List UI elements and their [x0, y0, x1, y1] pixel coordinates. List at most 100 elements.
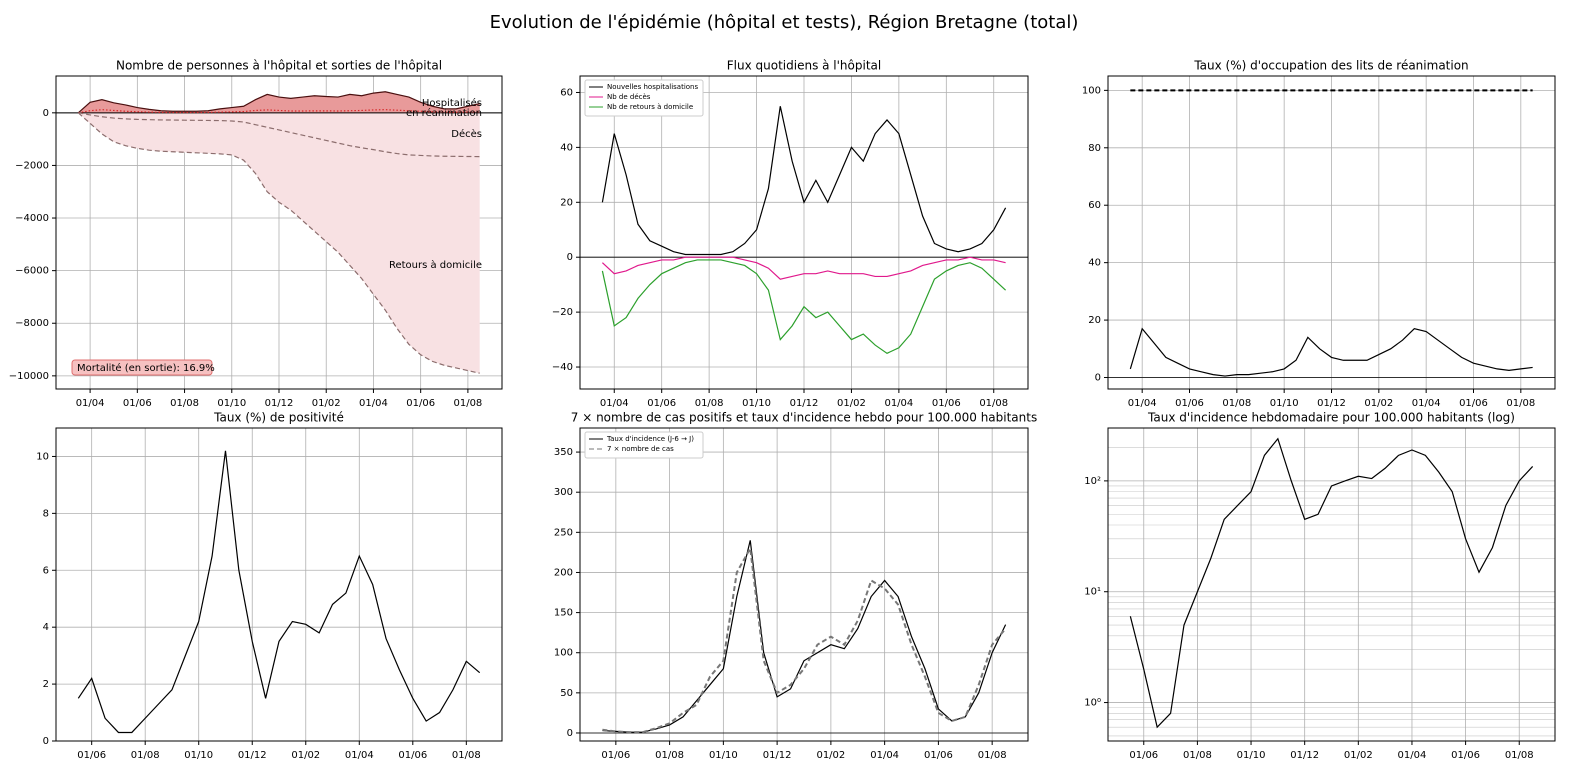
x-tick-label: 01/02 [1364, 398, 1393, 409]
x-tick-label: 01/06 [1175, 398, 1204, 409]
series-line [602, 540, 1007, 733]
series-line [77, 91, 480, 114]
series-label: Hospitalisés [422, 97, 482, 109]
y-tick-label: 150 [554, 608, 573, 619]
y-tick-label: 60 [1088, 200, 1101, 211]
x-tick-label: 01/02 [816, 750, 845, 761]
x-tick-label: 01/04 [345, 750, 374, 761]
x-tick-label: 01/06 [123, 398, 152, 409]
y-tick-label: 2 [43, 679, 49, 690]
y-tick-label: 10² [1084, 476, 1101, 487]
series-line [78, 112, 480, 158]
y-tick-label: 0 [1095, 373, 1101, 384]
y-tick-label: 0 [43, 736, 49, 747]
x-tick-label: 01/10 [1270, 398, 1299, 409]
series-line [77, 450, 481, 734]
plot-area [1129, 437, 1534, 729]
x-tick-label: 01/08 [1506, 398, 1535, 409]
y-tick-label: 20 [560, 197, 573, 208]
x-tick-label: 01/08 [453, 398, 482, 409]
axes-frame [579, 427, 1029, 742]
area [78, 91, 480, 113]
plot-area [77, 450, 481, 734]
legend-label: Nb de retours à domicile [607, 103, 693, 111]
subplot-title: Taux (%) d'occupation des lits de réanim… [1193, 59, 1468, 73]
annotation: Mortalité (en sortie): 16.9% [77, 362, 215, 374]
y-tick-label: 20 [1088, 315, 1101, 326]
y-tick-label: −40 [552, 362, 573, 373]
subplot: Flux quotidiens à l'hôpital −40 −20 0 20 40 60… [552, 59, 1029, 409]
subplot-title: Taux d'incidence hebdomadaire pour 100.0… [1147, 411, 1515, 425]
legend-label: 7 × nombre de cas [607, 445, 674, 453]
y-tick-label: 0 [567, 728, 573, 739]
area [78, 112, 480, 374]
series-label: Retours à domicile [389, 259, 482, 271]
x-tick-label: 01/12 [790, 398, 819, 409]
axes-frame [55, 427, 503, 742]
x-tick-label: 01/12 [1317, 398, 1346, 409]
x-tick-label: 01/06 [601, 750, 630, 761]
legend: Taux d'incidence (J-6 → J) 7 × nombre de … [584, 431, 704, 459]
x-tick-label: 01/08 [979, 398, 1008, 409]
annotation-box [71, 359, 213, 376]
y-tick-label: 40 [560, 142, 573, 153]
y-tick-label: 4 [43, 622, 49, 633]
x-tick-label: 01/06 [1459, 398, 1488, 409]
x-tick-label: 01/08 [131, 750, 160, 761]
y-tick-label: 10 [36, 451, 49, 462]
series-line [601, 256, 1006, 280]
y-tick-label: −4000 [15, 213, 49, 224]
x-tick-label: 01/12 [1290, 750, 1319, 761]
x-tick-label: 01/04 [1128, 398, 1157, 409]
subplot-title: Flux quotidiens à l'hôpital [727, 59, 881, 73]
x-tick-label: 01/06 [398, 750, 427, 761]
y-tick-label: 250 [554, 527, 573, 538]
subplot-title: 7 × nombre de cas positifs et taux d'inc… [571, 411, 1037, 425]
axes-frame [1107, 75, 1556, 390]
x-tick-label: 01/08 [1183, 750, 1212, 761]
x-tick-label: 01/08 [695, 398, 724, 409]
x-tick-label: 01/04 [1398, 750, 1427, 761]
y-tick-label: 80 [1088, 143, 1101, 154]
y-tick-label: −8000 [15, 318, 49, 329]
plot-area [580, 540, 1028, 734]
series-line [601, 259, 1007, 354]
y-tick-label: 300 [554, 487, 573, 498]
y-tick-label: 0 [567, 252, 573, 263]
series-label: en réanimation [406, 107, 482, 119]
legend-label: Taux d'incidence (J-6 → J) [606, 435, 694, 443]
x-tick-label: 01/04 [600, 398, 629, 409]
x-tick-label: 01/10 [742, 398, 771, 409]
x-tick-label: 01/12 [763, 750, 792, 761]
x-tick-label: 01/04 [1412, 398, 1441, 409]
subplot: Taux (%) d'occupation des lits de réanim… [1082, 59, 1556, 409]
y-tick-label: −20 [552, 307, 573, 318]
y-tick-label: 0 [43, 108, 49, 119]
legend-label: Nb de décès [607, 93, 651, 101]
subplot-title: Taux (%) de positivité [213, 411, 344, 425]
legend-box [584, 431, 704, 459]
y-tick-label: 6 [43, 565, 49, 576]
plot-area [56, 91, 502, 374]
subplot-title: Nombre de personnes à l'hôpital et sorti… [116, 59, 442, 73]
x-tick-label: 01/08 [1505, 750, 1534, 761]
y-tick-label: −6000 [15, 266, 49, 277]
series-line [78, 109, 480, 114]
legend-label: Nouvelles hospitalisations [607, 83, 698, 91]
legend: Nouvelles hospitalisations Nb de décès Nb … [584, 79, 704, 117]
x-tick-label: 01/10 [184, 750, 213, 761]
axes-frame [1107, 427, 1556, 742]
x-tick-label: 01/08 [1222, 398, 1251, 409]
y-tick-label: 50 [560, 688, 573, 699]
series-line [77, 112, 480, 374]
subplot: Taux (%) de positivité 0 2 4 6 8 10 01/06 01/08 0… [36, 411, 503, 761]
series-line [601, 106, 1007, 256]
y-tick-label: 40 [1088, 258, 1101, 269]
x-tick-label: 01/06 [1129, 750, 1158, 761]
y-tick-label: 100 [1082, 85, 1101, 96]
x-tick-label: 01/06 [647, 398, 676, 409]
x-tick-label: 01/06 [924, 750, 953, 761]
y-tick-label: 200 [554, 567, 573, 578]
y-tick-label: 8 [43, 508, 49, 519]
figure-title: Evolution de l'épidémie (hôpital et test… [490, 12, 1079, 33]
